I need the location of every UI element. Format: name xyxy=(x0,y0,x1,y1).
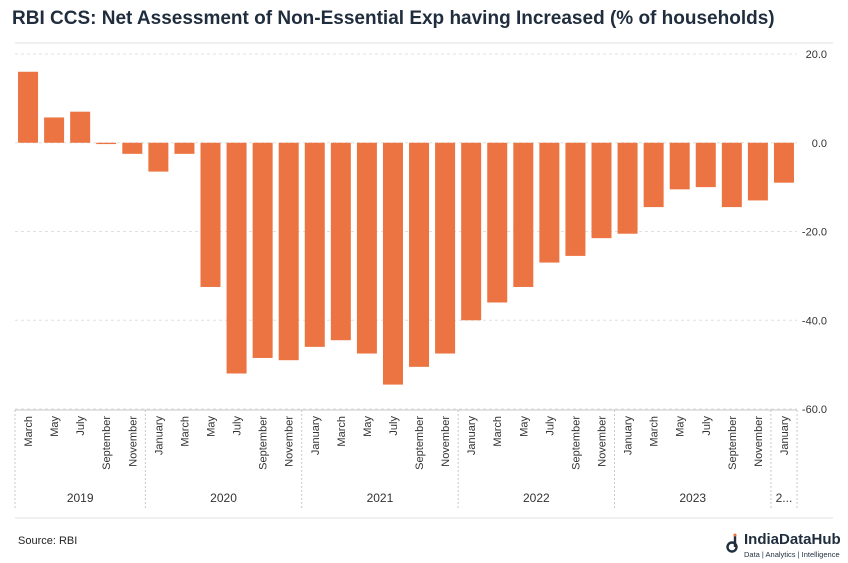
y-tick-label: 20.0 xyxy=(806,49,827,61)
x-tick-label: May xyxy=(206,416,218,437)
x-tick-label: November xyxy=(440,416,452,467)
bar xyxy=(513,142,534,287)
logo-name: IndiaDataHub xyxy=(744,531,841,548)
x-tick-label: March xyxy=(23,416,35,447)
x-tick-label: May xyxy=(49,416,61,437)
x-tick-label: March xyxy=(649,416,661,447)
x-tick-label: May xyxy=(362,416,374,437)
bar xyxy=(252,142,273,358)
x-tick-label: May xyxy=(518,416,530,437)
bar xyxy=(669,142,690,190)
bar xyxy=(70,111,91,143)
bar xyxy=(435,142,456,354)
x-tick-label: July xyxy=(75,416,87,436)
logo: IndiaDataHub Data | Analytics | Intellig… xyxy=(726,531,846,561)
bar xyxy=(96,142,117,145)
bar xyxy=(330,142,351,341)
chart-title: RBI CCS: Net Assessment of Non-Essential… xyxy=(12,8,775,29)
bar xyxy=(721,142,742,208)
bar xyxy=(122,142,143,154)
x-tick-label: January xyxy=(310,416,322,456)
x-tick-label: September xyxy=(570,416,582,470)
x-tick-label: July xyxy=(701,416,713,436)
x-tick-label: May xyxy=(675,416,687,437)
x-tick-label: July xyxy=(388,416,400,436)
year-label: 2020 xyxy=(210,491,237,505)
bar xyxy=(304,142,325,347)
bar xyxy=(226,142,247,374)
x-tick-label: January xyxy=(779,416,791,456)
logo-tagline: Data | Analytics | Intelligence xyxy=(744,550,840,559)
bar xyxy=(278,142,299,361)
bar xyxy=(565,142,586,256)
x-tick-label: July xyxy=(232,416,244,436)
x-tick-label: March xyxy=(492,416,504,447)
x-tick-label: September xyxy=(258,416,270,470)
bar xyxy=(487,142,508,303)
bar xyxy=(617,142,638,234)
bar xyxy=(747,142,768,201)
x-tick-label: November xyxy=(127,416,139,467)
bar xyxy=(643,142,664,208)
year-label: 2019 xyxy=(67,491,94,505)
bar xyxy=(539,142,560,263)
x-tick-label: November xyxy=(753,416,765,467)
x-tick-label: January xyxy=(153,416,165,456)
year-label: 2023 xyxy=(679,491,706,505)
bar xyxy=(174,142,195,154)
bar xyxy=(461,142,482,321)
x-tick-label: November xyxy=(284,416,296,467)
y-tick-label: 0.0 xyxy=(812,138,827,150)
bar xyxy=(382,142,403,385)
bar xyxy=(44,117,65,143)
year-label: 2021 xyxy=(367,491,394,505)
year-label: 2022 xyxy=(523,491,550,505)
x-tick-label: September xyxy=(727,416,739,470)
x-tick-label: March xyxy=(336,416,348,447)
bar xyxy=(18,71,39,143)
y-tick-label: -20.0 xyxy=(802,227,827,239)
y-tick-label: -40.0 xyxy=(802,315,827,327)
x-tick-label: September xyxy=(101,416,113,470)
x-tick-label: January xyxy=(623,416,635,456)
bar xyxy=(591,142,612,239)
x-tick-label: March xyxy=(179,416,191,447)
x-tick-label: November xyxy=(597,416,609,467)
x-tick-label: January xyxy=(466,416,478,456)
bar xyxy=(773,142,794,183)
x-tick-label: September xyxy=(414,416,426,470)
source-note: Source: RBI xyxy=(18,535,78,547)
bar xyxy=(148,142,169,172)
y-tick-label: -60.0 xyxy=(802,404,827,416)
bar xyxy=(200,142,221,287)
bar xyxy=(695,142,716,188)
bar xyxy=(409,142,430,367)
year-label: 2... xyxy=(776,491,793,505)
bar xyxy=(356,142,377,354)
x-tick-label: July xyxy=(544,416,556,436)
logo-mark-icon xyxy=(726,533,738,553)
